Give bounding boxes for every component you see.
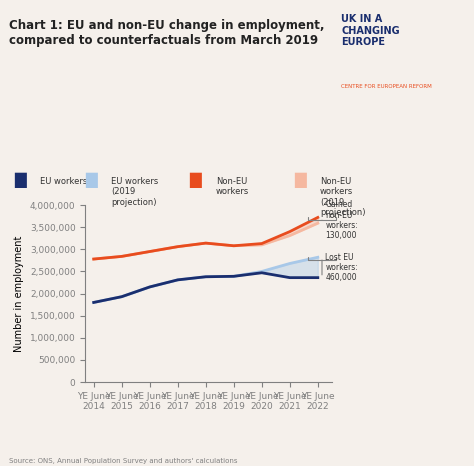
Text: Chart 1: EU and non-EU change in employment,
compared to counterfactuals from Ma: Chart 1: EU and non-EU change in employm… [9, 19, 325, 47]
Text: EU workers: EU workers [40, 177, 88, 186]
Text: CENTRE FOR EUROPEAN REFORM: CENTRE FOR EUROPEAN REFORM [341, 84, 432, 89]
Text: █: █ [294, 172, 306, 188]
Text: EU workers
(2019
projection): EU workers (2019 projection) [111, 177, 159, 207]
Text: Source: ONS, Annual Population Survey and authors' calculations: Source: ONS, Annual Population Survey an… [9, 458, 238, 464]
Text: █: █ [85, 172, 97, 188]
Text: Lost EU
workers:
460,000: Lost EU workers: 460,000 [325, 253, 358, 282]
Text: █: █ [14, 172, 26, 188]
Text: Non-EU
workers
(2019
projection): Non-EU workers (2019 projection) [320, 177, 365, 217]
Text: █: █ [190, 172, 201, 188]
Text: Non-EU
workers: Non-EU workers [216, 177, 249, 197]
Y-axis label: Number in employment: Number in employment [14, 235, 24, 352]
Text: UK IN A
CHANGING
EUROPE: UK IN A CHANGING EUROPE [341, 14, 400, 47]
Text: Gained
non-EU
workers:
130,000: Gained non-EU workers: 130,000 [325, 200, 358, 240]
